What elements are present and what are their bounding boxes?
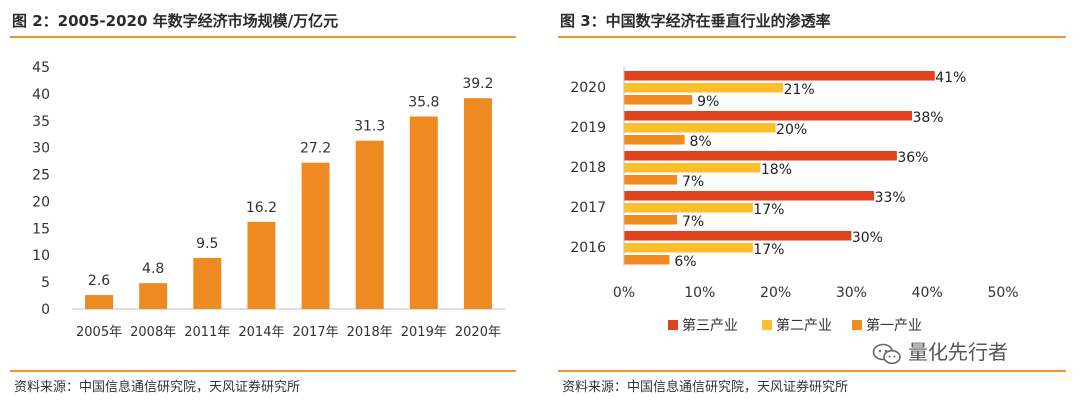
bar	[624, 83, 784, 93]
x-tick-label: 20%	[760, 285, 791, 301]
right-source-note: 资料来源：中国信息通信研究院，天风证券研究所	[562, 380, 849, 395]
bar	[624, 215, 678, 225]
bar	[624, 111, 913, 121]
legend-label: 第一产业	[866, 317, 922, 334]
bar	[85, 295, 114, 309]
x-tick-label: 2017年	[293, 325, 339, 340]
bar-value-label: 9.5	[196, 236, 218, 252]
bar	[624, 163, 761, 173]
bar	[193, 257, 222, 309]
bar	[247, 221, 276, 309]
bar	[624, 135, 685, 145]
bar-value-label: 2.6	[88, 273, 110, 289]
bar	[624, 231, 852, 241]
bar-value-label: 17%	[753, 242, 784, 258]
watermark: 量化先行者	[872, 336, 1008, 365]
bar-value-label: 6%	[674, 254, 696, 270]
x-tick-label: 2008年	[130, 325, 176, 340]
y-tick-label: 15	[32, 221, 50, 237]
y-tick-label: 30	[32, 141, 50, 157]
wechat-icon	[872, 343, 901, 364]
bar	[624, 71, 935, 81]
bar	[624, 243, 753, 253]
penetration-bar-chart: 2020 41% 21% 9% 2019 38% 20% 8% 2018 36% 18% 7% 2017…	[570, 66, 1019, 334]
y-tick-label: 20	[32, 194, 50, 210]
bar-value-label: 18%	[761, 162, 792, 178]
bar	[624, 151, 897, 161]
bar-value-label: 39.2	[462, 76, 493, 92]
y-category-label: 2020	[570, 80, 606, 96]
right-chart-title: 图 3：中国数字经济在垂直行业的渗透率	[560, 12, 831, 30]
x-tick-label: 2018年	[347, 325, 393, 340]
bar	[624, 203, 753, 213]
x-tick-label: 2020年	[455, 325, 501, 340]
watermark-text: 量化先行者	[908, 340, 1008, 364]
y-category-label: 2018	[570, 160, 606, 176]
bar-value-label: 36%	[897, 150, 928, 166]
x-tick-label: 2011年	[184, 325, 230, 340]
bar	[355, 140, 384, 309]
x-tick-label: 0%	[613, 285, 635, 301]
legend-swatch	[852, 320, 862, 330]
y-tick-label: 5	[41, 275, 50, 291]
bar-value-label: 16.2	[246, 200, 277, 216]
bar-value-label: 9%	[697, 94, 719, 110]
left-chart-panel: 图 2：2005-2020 年数字经济市场规模/万亿元 0 5 10 15 20 25 30…	[0, 0, 530, 406]
bar-value-label: 7%	[682, 214, 704, 230]
bar-value-label: 35.8	[408, 94, 439, 110]
y-tick-label: 25	[32, 168, 50, 184]
y-category-label: 2017	[570, 200, 606, 216]
bar-value-label: 4.8	[142, 261, 164, 277]
bar	[301, 162, 330, 309]
bar-value-label: 17%	[753, 202, 784, 218]
legend-swatch	[668, 320, 678, 330]
left-source-rule	[10, 370, 516, 372]
legend-swatch	[762, 320, 772, 330]
bar-value-label: 27.2	[300, 141, 331, 157]
x-tick-label: 10%	[684, 285, 715, 301]
y-category-label: 2019	[570, 120, 606, 136]
y-category-label: 2016	[570, 240, 606, 256]
x-tick-label: 30%	[836, 285, 867, 301]
bar	[624, 191, 875, 201]
right-chart-panel: 图 3：中国数字经济在垂直行业的渗透率 2020 41% 21% 9% 2019 38% 2…	[548, 0, 1080, 406]
bar-value-label: 8%	[690, 134, 712, 150]
left-chart-title: 图 2：2005-2020 年数字经济市场规模/万亿元	[12, 12, 339, 30]
right-source-rule	[558, 370, 1066, 372]
left-source-note: 资料来源：中国信息通信研究院，天风证券研究所	[14, 380, 301, 395]
bar	[463, 98, 492, 310]
bar-value-label: 21%	[784, 82, 815, 98]
bar-value-label: 31.3	[354, 119, 385, 135]
bar-value-label: 33%	[875, 190, 906, 206]
bar-value-label: 7%	[682, 174, 704, 190]
legend-label: 第二产业	[776, 317, 832, 334]
bar-value-label: 30%	[852, 230, 883, 246]
bar-value-label: 41%	[935, 70, 966, 86]
bar	[624, 123, 776, 133]
x-tick-label: 50%	[987, 285, 1018, 301]
left-title-rule	[10, 36, 516, 38]
bar-value-label: 38%	[912, 110, 943, 126]
right-title-rule	[558, 36, 1066, 38]
y-tick-label: 35	[32, 114, 50, 130]
legend-label: 第三产业	[682, 317, 738, 334]
bar	[139, 283, 168, 309]
x-tick-label: 2005年	[76, 325, 122, 340]
x-tick-label: 2014年	[238, 325, 284, 340]
bar-value-label: 20%	[776, 122, 807, 138]
bar	[624, 95, 693, 105]
x-tick-label: 2019年	[401, 325, 447, 340]
market-size-bar-chart: 0 5 10 15 20 25 30 35 40 45 2.6 2005年 4.8 2008年 9.5 201…	[32, 60, 505, 340]
y-tick-label: 0	[41, 302, 50, 318]
bar	[624, 175, 678, 185]
x-tick-label: 40%	[912, 285, 943, 301]
bar	[624, 255, 670, 265]
bar	[409, 116, 438, 309]
y-tick-label: 45	[32, 60, 50, 76]
y-tick-label: 40	[32, 87, 50, 103]
y-tick-label: 10	[32, 248, 50, 264]
